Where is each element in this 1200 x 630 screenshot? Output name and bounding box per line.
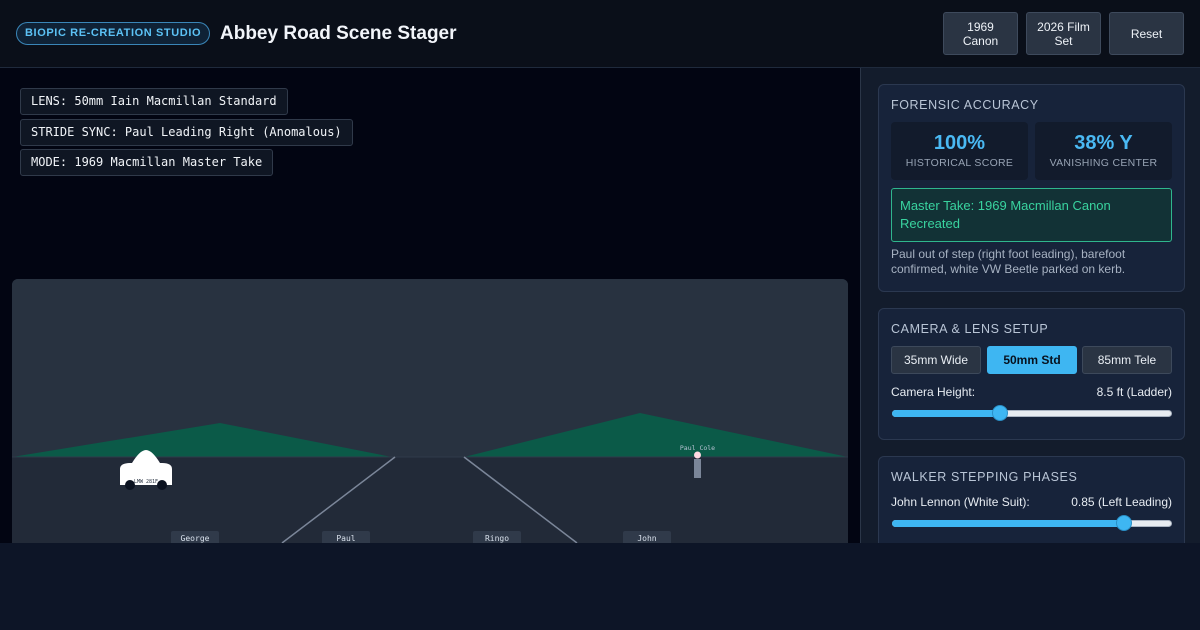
road-edge-left [281,456,396,543]
walker-george-tag [171,531,219,543]
hud-lens: LENS: 50mm Iain Macmillan Standard [20,88,288,115]
historical-score-label: HISTORICAL SCORE [905,157,1014,169]
lens-85mm-button[interactable]: 85mm Tele [1082,346,1172,374]
right-tree-line [464,413,848,457]
preset-2026-film-set-button[interactable]: 2026 Film Set [1026,12,1101,55]
walker-phases-title: WALKER STEPPING PHASES [891,470,1078,484]
walker-phases-card: WALKER STEPPING PHASES John Lennon (Whit… [878,456,1185,543]
john-phase-label: John Lennon (White Suit): [891,495,1030,509]
sky [12,279,848,457]
john-phase-slider[interactable] [892,515,1172,531]
vw-plate: LMW 281F [134,479,158,485]
walker-ringo[interactable]: Ringo [473,531,521,543]
abbey-road-scene[interactable]: LMW 281F Paul Cole George Paul [12,279,848,543]
app-title: Abbey Road Scene Stager [220,23,457,44]
top-header: BIOPIC RE-CREATION STUDIO Abbey Road Sce… [0,0,1200,68]
preset-1969-canon-label-line1: 1969 [967,19,994,34]
lens-35mm-button[interactable]: 35mm Wide [891,346,981,374]
studio-badge: BIOPIC RE-CREATION STUDIO [16,22,211,45]
app-root: BIOPIC RE-CREATION STUDIO Abbey Road Sce… [0,0,1200,543]
historical-score-value: 100% [933,132,986,154]
stage-viewport: LENS: 50mm Iain Macmillan Standard STRID… [0,68,860,543]
preset-1969-canon-button[interactable]: 1969 Canon [943,12,1018,55]
streetlamp-post [694,459,701,478]
vw-rear-wheel [125,480,135,490]
vanishing-center-value: 38% Y [1074,132,1133,154]
vanishing-center-label: VANISHING CENTER [1049,157,1158,169]
lens-50mm-button[interactable]: 50mm Std [987,346,1077,374]
master-take-banner: Master Take: 1969 Macmillan Canon Recrea… [891,188,1172,242]
john-phase-fill [892,520,1125,527]
vw-front-wheel [157,480,167,490]
preset-2026-film-set-label-line2: Set [1054,33,1073,48]
walker-george-label: George [181,534,210,543]
scene-canvas: LMW 281F Paul Cole George Paul [12,279,848,543]
left-tree-line [12,423,392,457]
john-phase-thumb[interactable] [1116,515,1133,531]
streetlamp: Paul Cole [680,444,715,478]
walker-john[interactable]: John [623,531,671,543]
preset-1969-canon-label-line2: Canon [962,33,999,48]
walker-john-tag [623,531,671,543]
camera-height-label: Camera Height: [891,385,976,399]
camera-height-thumb[interactable] [992,405,1009,421]
walker-paul-tag [322,531,370,543]
reset-button-label: Reset [1130,26,1163,41]
camera-height-slider[interactable] [892,405,1172,421]
walker-paul-label: Paul [336,534,355,543]
preset-2026-film-set-label-line1: 2026 Film [1037,19,1090,34]
forensic-accuracy-card: FORENSIC ACCURACY 100% HISTORICAL SCORE … [878,84,1185,292]
streetlamp-bulb [694,451,701,459]
walker-george[interactable]: George [171,531,219,543]
walker-ringo-tag [473,531,521,543]
hud-mode: MODE: 1969 Macmillan Master Take [20,149,274,176]
walker-john-label: John [637,534,656,543]
walker-ringo-label: Ringo [485,534,509,543]
road-edge-right [463,456,578,543]
forensic-accuracy-title: FORENSIC ACCURACY [891,98,1039,112]
historical-score-stat: 100% HISTORICAL SCORE [891,122,1028,180]
control-sidebar: FORENSIC ACCURACY 100% HISTORICAL SCORE … [860,68,1200,543]
camera-height-fill [892,410,1001,417]
hud-stride-sync: STRIDE SYNC: Paul Leading Right (Anomalo… [20,119,353,146]
vw-beetle-body [120,450,172,485]
vanishing-center-stat: 38% Y VANISHING CENTER [1035,122,1172,180]
camera-lens-card: CAMERA & LENS SETUP 35mm Wide 50mm Std 8… [878,308,1185,440]
vw-beetle[interactable]: LMW 281F [120,450,172,490]
reset-button[interactable]: Reset [1109,12,1184,55]
camera-height-value: 8.5 ft (Ladder) [1096,385,1172,399]
streetlamp-label: Paul Cole [680,444,715,452]
forensic-note: Paul out of step (right foot leading), b… [891,247,1126,276]
walker-paul[interactable]: Paul [322,531,370,543]
camera-lens-title: CAMERA & LENS SETUP [891,322,1049,336]
john-phase-value: 0.85 (Left Leading) [1071,495,1172,509]
